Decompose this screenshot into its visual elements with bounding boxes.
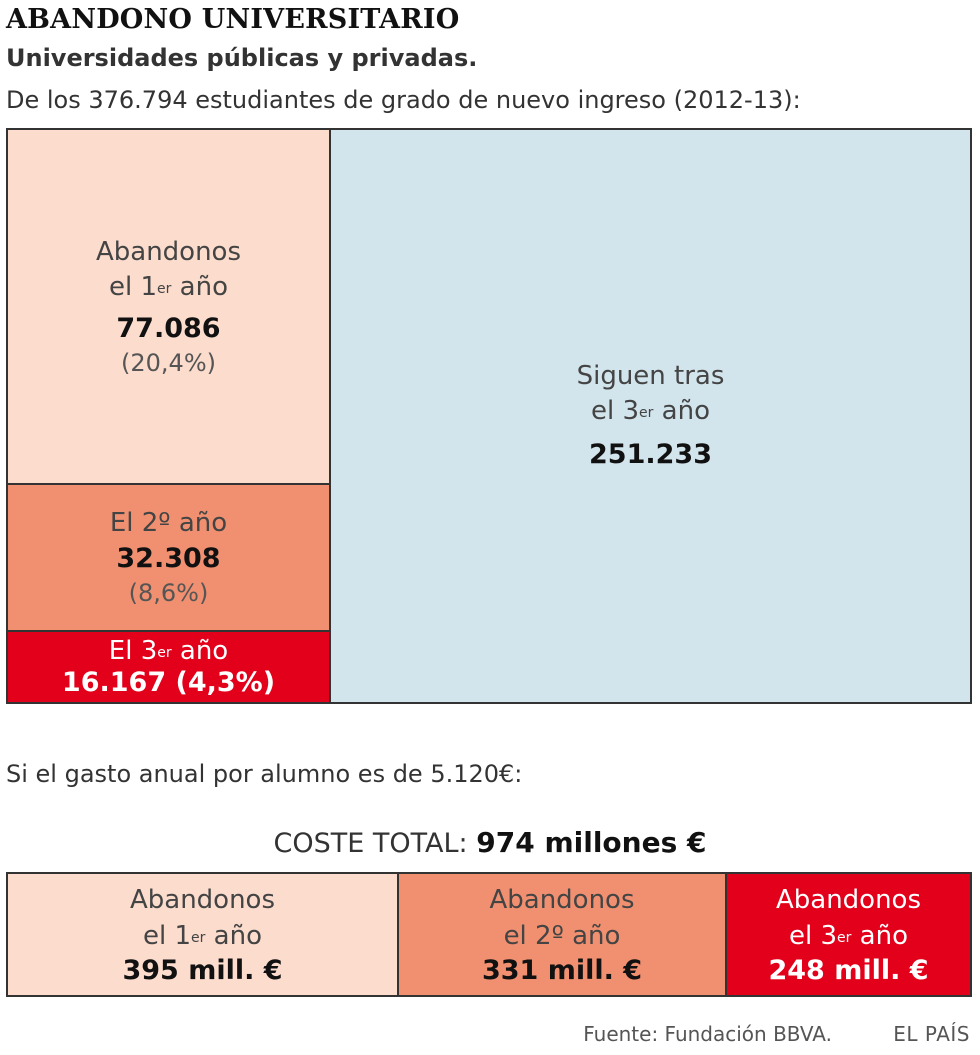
cost-segment-abandonos-1: Abandonos el 1er año 395 mill. € — [8, 874, 397, 995]
cell-label-line2: el 1er año — [109, 271, 228, 302]
cell-label-line2: el 3er año — [591, 396, 710, 426]
cell-value: 16.167 (4,3%) — [61, 667, 276, 698]
treemap-cell-abandonos-2: El 2º año 32.308 (8,6%) — [8, 485, 329, 630]
cell-percent: (20,4%) — [121, 348, 216, 377]
segment-label: Abandonos — [489, 884, 635, 915]
cost-total: COSTE TOTAL: 974 millones € — [273, 826, 707, 859]
segment-value: 395 mill. € — [122, 954, 283, 986]
source-note: Fuente: Fundación BBVA. — [583, 1022, 832, 1046]
cost-bar: Abandonos el 1er año 395 mill. € Abandon… — [6, 872, 972, 997]
cell-percent: (8,6%) — [128, 579, 209, 607]
cost-segment-abandonos-3: Abandonos el 3er año 248 mill. € — [727, 874, 970, 995]
segment-label: Abandonos — [129, 884, 276, 915]
cell-label: El 2º año — [109, 508, 228, 538]
treemap: Abandonos el 1er año 77.086 (20,4%) El 2… — [6, 128, 972, 704]
cell-value: 251.233 — [589, 439, 712, 470]
segment-value: 248 mill. € — [768, 954, 929, 986]
chart-title: ABANDONO UNIVERSITARIO — [6, 4, 460, 35]
segment-label: Abandonos — [775, 884, 922, 915]
cell-label: Abandonos — [95, 236, 242, 267]
treemap-cell-abandonos-1: Abandonos el 1er año 77.086 (20,4%) — [8, 130, 329, 483]
cell-label: El 3er año — [108, 636, 229, 666]
cell-value: 77.086 — [116, 312, 221, 344]
segment-label-line2: el 3er año — [789, 920, 908, 951]
segment-label-line2: el 1er año — [143, 920, 262, 951]
chart-intro: De los 376.794 estudiantes de grado de n… — [6, 86, 801, 114]
segment-label-line2: el 2º año — [503, 920, 621, 951]
brand-logo: EL PAÍS — [893, 1022, 970, 1046]
cell-value: 32.308 — [116, 543, 221, 574]
cost-segment-abandonos-2: Abandonos el 2º año 331 mill. € — [399, 874, 725, 995]
cell-label: Siguen tras — [576, 361, 725, 391]
treemap-cell-siguen: Siguen tras el 3er año 251.233 — [331, 130, 970, 702]
treemap-cell-abandonos-3: El 3er año 16.167 (4,3%) — [8, 632, 329, 702]
cost-intro: Si el gasto anual por alumno es de 5.120… — [6, 760, 523, 788]
segment-value: 331 mill. € — [481, 954, 643, 986]
chart-subtitle: Universidades públicas y privadas. — [6, 44, 478, 72]
